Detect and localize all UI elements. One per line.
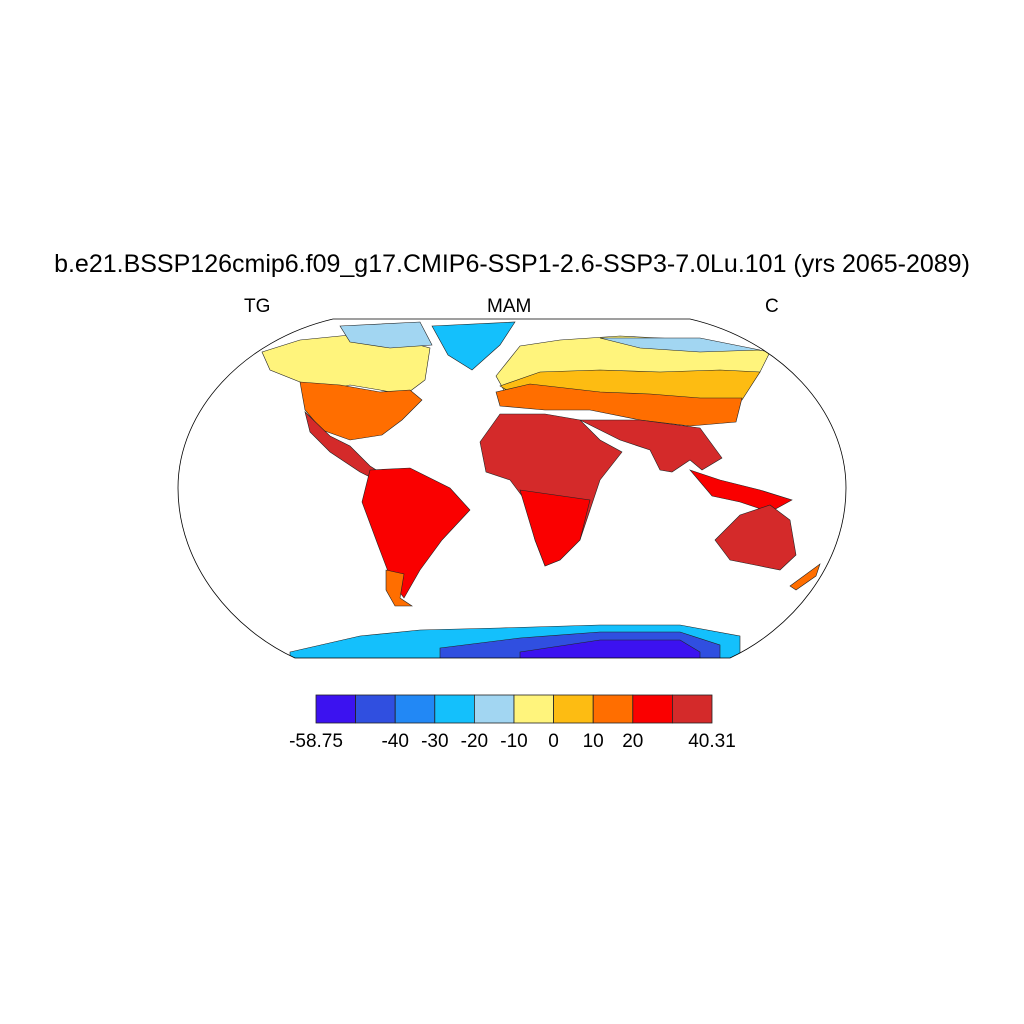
colorbar-tick-label: -40 [381,731,409,752]
region-arctic-islands [339,321,433,349]
region-patagonia [385,569,413,607]
colorbar-box [553,694,594,724]
colorbar-box [315,694,356,724]
colorbar-tick-label: 10 [582,731,604,752]
region-greenland [431,321,516,371]
colorbar-box [632,694,673,724]
colorbar-tick-label: -58.75 [289,731,343,752]
map-border [177,318,847,659]
colorbar-box [513,694,554,724]
region-south-eurasia [495,383,743,427]
colorbar-tick-label: -30 [421,731,449,752]
region-africa [479,413,623,567]
region-australia [714,504,797,571]
left-label: TG [244,296,271,317]
region-south-america [361,467,471,599]
region-south-asia [579,419,723,473]
colorbar-tick-label: -20 [460,731,489,752]
region-antarctica-core [519,639,701,658]
colorbar-tick-label: 40.31 [688,731,736,752]
colorbar-box [394,694,436,724]
right-label: C [765,296,779,317]
colorbar-box [473,694,515,724]
colorbar-tick-label: -10 [500,731,528,752]
region-siberia-cold [599,337,761,353]
colorbar-box [672,694,713,724]
colorbar-tick-label: 20 [622,731,644,752]
region-new-zealand [789,563,821,591]
colorbar-box [592,694,634,724]
region-maritime-asia [689,469,793,513]
center-label: MAM [487,296,532,317]
map-title: b.e21.BSSP126cmip6.f09_g17.CMIP6-SSP1-2.… [54,250,970,278]
colorbar-box [434,694,475,724]
colorbar [315,694,713,724]
colorbar-box [355,694,396,724]
colorbar-tick-label: 0 [548,731,559,752]
region-southern-africa [519,489,591,567]
